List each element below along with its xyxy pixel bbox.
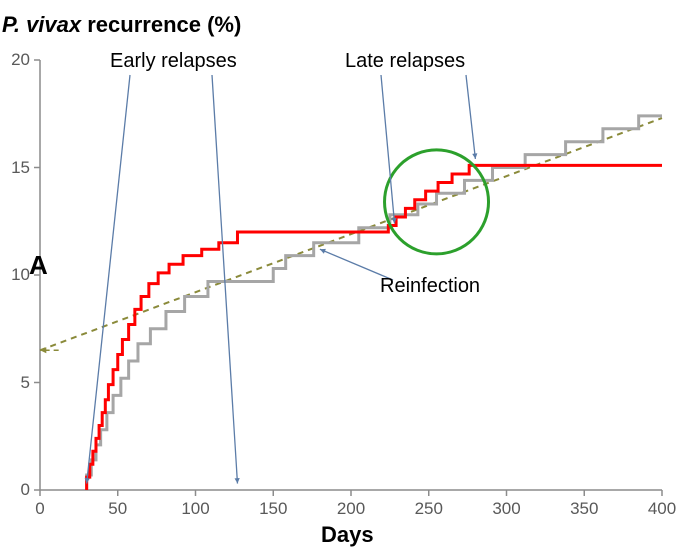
x-tick-label: 100 (181, 499, 211, 519)
y-tick-label: 0 (21, 480, 30, 500)
arrow-early-right (212, 75, 237, 484)
y-tick-label: 20 (11, 50, 30, 70)
x-tick-label: 200 (336, 499, 366, 519)
reinfection-line (40, 118, 662, 350)
x-axis-label: Days (321, 522, 374, 548)
y-tick-label: 5 (21, 373, 30, 393)
red-step-series (87, 165, 662, 490)
annotation-late-relapses: Late relapses (345, 50, 465, 73)
x-tick-label: 300 (492, 499, 522, 519)
annotation-reinfection: Reinfection (380, 275, 480, 298)
y-tick-label: 10 (11, 265, 30, 285)
x-tick-label: 350 (569, 499, 599, 519)
chart-title: P. vivax recurrence (%) (2, 12, 241, 38)
x-tick-label: 400 (647, 499, 677, 519)
chart-svg (0, 0, 683, 558)
x-tick-label: 0 (25, 499, 55, 519)
x-tick-label: 50 (103, 499, 133, 519)
annotation-early-relapses: Early relapses (110, 50, 237, 73)
x-tick-label: 150 (258, 499, 288, 519)
y-tick-label: 15 (11, 158, 30, 178)
panel-letter-a: A (29, 250, 48, 281)
arrow-early-right-head (235, 478, 240, 484)
grey-step-series (87, 116, 662, 490)
arrow-late-right (466, 75, 475, 159)
x-tick-label: 250 (414, 499, 444, 519)
